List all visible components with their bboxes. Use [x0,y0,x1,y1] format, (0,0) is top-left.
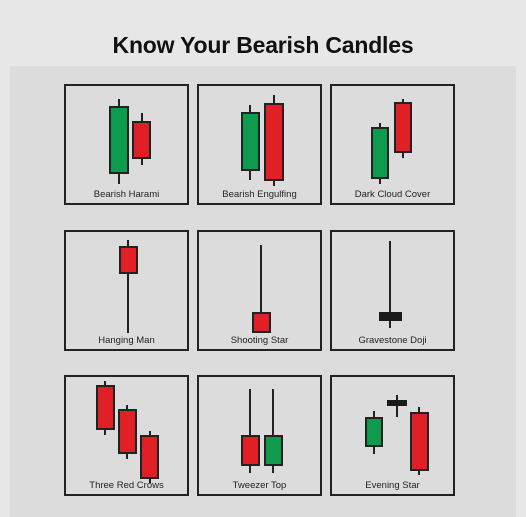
bull-candle [109,106,129,174]
card-hanging-man: Hanging Man [64,230,189,351]
doji-body [379,312,402,321]
candle-illustration [241,389,283,473]
bear-candle [410,412,429,471]
bear-candle [132,121,151,159]
card-three-red-crows: Three Red Crows [64,375,189,496]
bear-candle [264,103,284,181]
bull-candle [264,435,283,466]
bear-candle [118,409,137,454]
pattern-label: Dark Cloud Cover [354,189,431,200]
card-bearish-harami: Bearish Harami [64,84,189,205]
candle-illustration [365,395,429,475]
card-evening-star: Evening Star [330,375,455,496]
card-bearish-engulfing: Bearish Engulfing [197,84,322,205]
bull-candle [365,417,383,447]
pattern-label: Tweezer Top [232,480,287,491]
pattern-label: Evening Star [365,480,420,491]
pattern-label: Hanging Man [98,335,155,346]
bull-candle [371,127,389,179]
doji-body [387,400,407,406]
bear-candle [252,312,271,333]
card-shooting-star: Shooting Star [197,230,322,351]
candle-illustration [252,245,271,333]
candle-illustration [379,241,402,328]
bear-candle [241,435,260,466]
bull-candle [241,112,260,171]
bear-candle [394,102,412,153]
candle-illustration [119,240,138,333]
candle-illustration [96,381,159,483]
card-dark-cloud-cover: Dark Cloud Cover [330,84,455,205]
candle-illustration [371,99,412,184]
pattern-label: Bearish Harami [93,189,160,200]
bear-candle [140,435,159,479]
pattern-label: Three Red Crows [89,480,164,491]
bear-candle [96,385,115,430]
candle-illustration [109,99,151,184]
pattern-label: Gravestone Doji [358,335,427,346]
bear-candle [119,246,138,274]
page-title: Know Your Bearish Candles [112,32,414,58]
card-gravestone-doji: Gravestone Doji [330,230,455,351]
pattern-label: Shooting Star [230,335,289,346]
candle-illustration [241,95,284,186]
pattern-label: Bearish Engulfing [222,189,297,200]
card-tweezer-top: Tweezer Top [197,375,322,496]
